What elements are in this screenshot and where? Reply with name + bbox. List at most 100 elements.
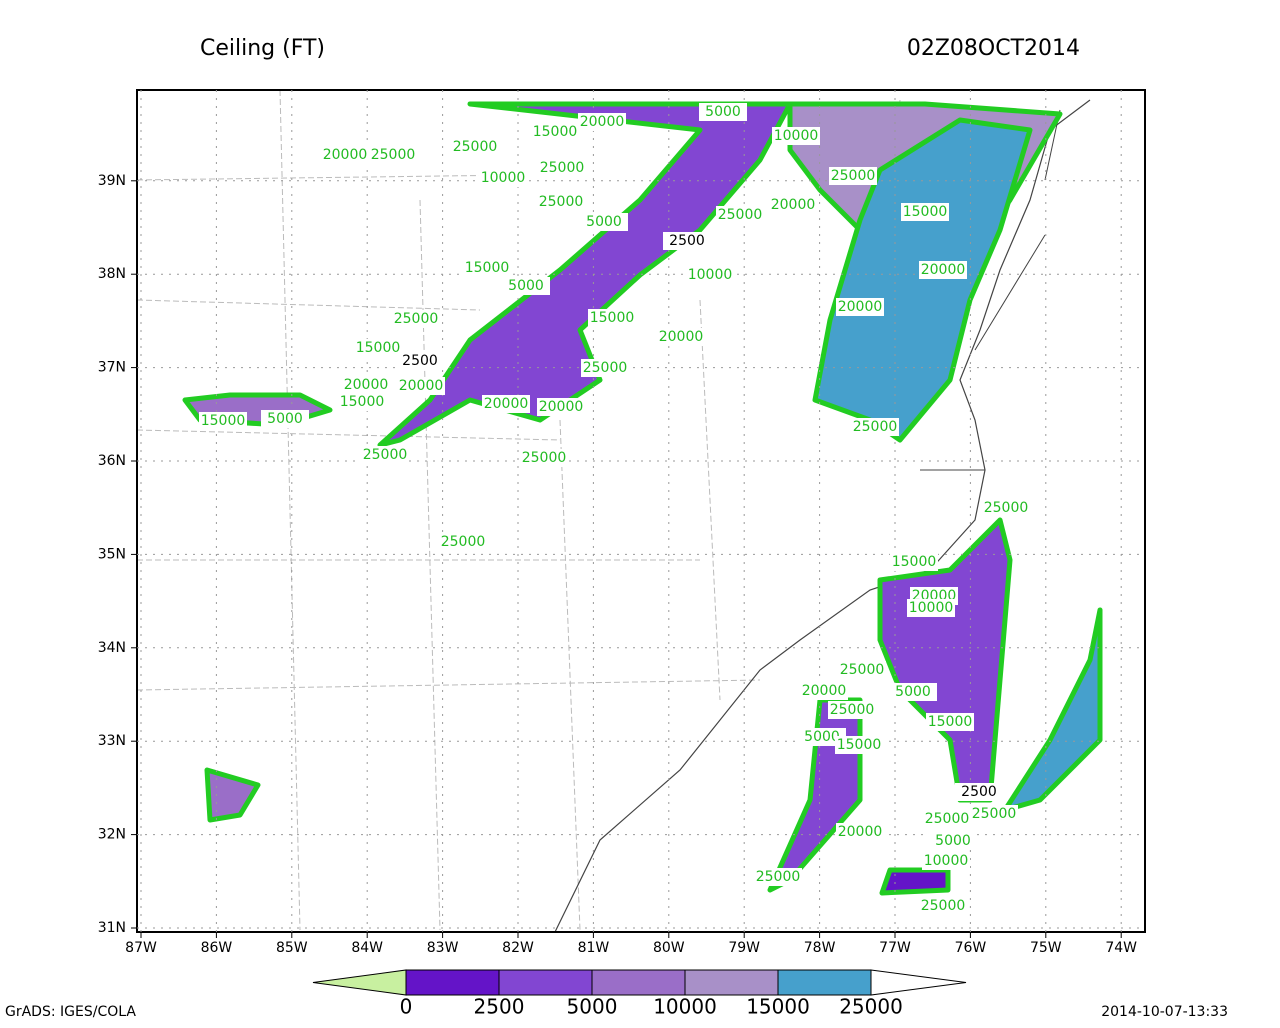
contour-label: 25000	[441, 534, 486, 550]
lat-tick-label: 38N	[98, 266, 126, 282]
contour-label: 15000	[201, 413, 246, 429]
valid-time: 02Z08OCT2014	[907, 36, 1080, 61]
contour-label: 10000	[774, 128, 819, 144]
lon-tick-label: 85W	[276, 940, 308, 956]
footer-left: GrADS: IGES/COLA	[5, 1004, 136, 1020]
contour-label-bg	[321, 146, 369, 164]
contour-label: 20000	[580, 114, 625, 130]
contour-label-bg	[439, 533, 487, 551]
contour-label: 25000	[583, 360, 628, 376]
ceiling-area	[204, 767, 261, 823]
contour-label: 25000	[925, 811, 970, 827]
contour-label-bg	[369, 146, 417, 164]
contour-label-bg	[396, 352, 444, 370]
contour-label: 25000	[984, 500, 1029, 516]
contour-label-bg	[922, 852, 970, 870]
lon-tick-label: 82W	[502, 940, 534, 956]
colorbar-label: 2500	[474, 995, 525, 1019]
contour-label-bg	[836, 823, 884, 841]
contour-label-bg	[199, 412, 247, 430]
lat-tick-label: 37N	[98, 360, 126, 376]
coastline	[554, 99, 1091, 933]
contour-label-bg	[531, 123, 579, 141]
footer-right: 2014-10-07-13:33	[1101, 1004, 1228, 1020]
contour-label-bg	[580, 213, 628, 231]
colorbar: 0 2500 5000 10000 15000 25000	[312, 969, 967, 1019]
contour-label: 25000	[453, 139, 498, 155]
contour-label: 20000	[659, 329, 704, 345]
map: 87W 86W 85W 84W 83W 82W 81W 80W 79W 78W 77W 76W 75W 7…	[98, 89, 1146, 956]
contour-label: 15000	[465, 260, 510, 276]
contour-label: 20000	[323, 147, 368, 163]
contour-label-bg	[923, 810, 971, 828]
contour-label-bg	[890, 553, 938, 571]
contour-label-bg	[769, 196, 817, 214]
contour-label: 2500	[669, 233, 705, 249]
contour-label: 15000	[340, 394, 385, 410]
contour-label: 15000	[837, 737, 882, 753]
contour-label-bg	[361, 446, 409, 464]
contour-label: 10000	[924, 853, 969, 869]
contour-label-bg	[451, 138, 499, 156]
colorbar-box	[498, 969, 593, 996]
lon-tick-label: 83W	[427, 940, 459, 956]
contour-label: 15000	[903, 204, 948, 220]
contour-label-bg	[829, 167, 877, 185]
contour-label-bg	[686, 266, 734, 284]
colorbar-box	[591, 969, 686, 996]
contour-label-bg	[537, 398, 585, 416]
lon-tick-label: 78W	[804, 940, 836, 956]
contour-label-bg	[354, 339, 402, 357]
contour-label: 15000	[892, 554, 937, 570]
contour-label: 25000	[394, 311, 439, 327]
contour-label: 20000	[921, 262, 966, 278]
contour-label-bg	[338, 393, 386, 411]
lon-tick-label: 81W	[578, 940, 610, 956]
contour-label: 5000	[935, 833, 971, 849]
contour-label: 5000	[586, 214, 622, 230]
colorbar-label: 0	[400, 995, 413, 1019]
contour-label: 15000	[928, 714, 973, 730]
lat-tick-label: 36N	[98, 453, 126, 469]
colorbar-label: 5000	[567, 995, 618, 1019]
contour-label-bg	[970, 805, 1018, 823]
lon-tick-label: 87W	[125, 940, 157, 956]
contour-label-bg	[537, 193, 585, 211]
contour-label: 20000	[802, 683, 847, 699]
contour-label-bg	[578, 113, 626, 131]
contour-label: 25000	[371, 147, 416, 163]
lat-tick-label: 34N	[98, 640, 126, 656]
contour-label-bg	[907, 599, 955, 617]
contour-label: 25000	[972, 806, 1017, 822]
contour-label-bg	[919, 897, 967, 915]
contour-label-bg	[482, 395, 530, 413]
contour-label: 25000	[522, 450, 567, 466]
ceiling-area	[879, 867, 951, 896]
lon-tick-label: 76W	[955, 940, 987, 956]
contour-label-bg	[342, 376, 390, 394]
contour-label-bg	[538, 159, 586, 177]
lon-tick-label: 79W	[728, 940, 760, 956]
contour-label-bg	[919, 261, 967, 279]
lon-tick-label: 75W	[1030, 940, 1062, 956]
contour-label-bg	[754, 868, 802, 886]
contour-label: 20000	[539, 399, 584, 415]
contour-label-bg	[588, 309, 636, 327]
contour-label: 25000	[830, 702, 875, 718]
colorbar-label: 15000	[746, 995, 810, 1019]
contour-label-bg	[716, 206, 764, 224]
lon-tick-label: 77W	[879, 940, 911, 956]
contour-label-bg	[851, 418, 899, 436]
contour-label-bg	[982, 499, 1030, 517]
colorbar-label: 25000	[839, 995, 903, 1019]
contour-label-bg	[828, 701, 876, 719]
contour-label-bg	[835, 736, 883, 754]
contour-label: 20000	[344, 377, 389, 393]
contour-label-bg	[836, 298, 884, 316]
contour-label: 25000	[921, 898, 966, 914]
contour-label: 10000	[481, 170, 526, 186]
contour-label-bg	[699, 103, 747, 121]
colorbar-label: 10000	[653, 995, 717, 1019]
contour-label: 2500	[402, 353, 438, 369]
